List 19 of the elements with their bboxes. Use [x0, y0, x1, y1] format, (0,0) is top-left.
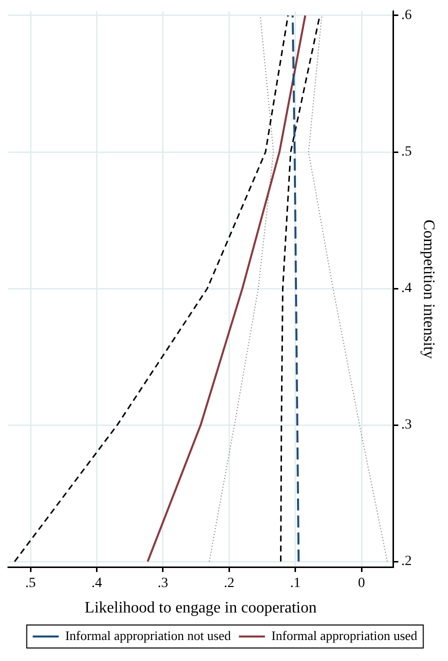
x-tick-label: 0: [358, 576, 366, 592]
y-tick-label: .3: [401, 418, 412, 433]
line-series: [14, 14, 289, 562]
y-tick-label: .2: [401, 554, 412, 570]
line-series: [292, 14, 300, 563]
line-series: [208, 14, 274, 562]
x-tick-label: .2: [224, 576, 234, 592]
legend-label: Informal appropriation used: [271, 628, 418, 643]
x-tick-label: .1: [290, 576, 301, 592]
x-axis-title: Likelihood to engage in cooperation: [84, 600, 317, 617]
y-tick-label: .5: [401, 144, 412, 160]
line-series: [308, 14, 388, 562]
y-tick-label: .4: [401, 281, 412, 296]
x-tick-label: .5: [25, 576, 36, 592]
y-axis-title: Competition intensity: [420, 220, 438, 359]
x-tick-label: .4: [91, 576, 102, 592]
legend-label: Informal appropriation not used: [65, 628, 232, 643]
x-tick-label: .3: [158, 576, 168, 592]
y-tick-label: .6: [401, 8, 412, 24]
